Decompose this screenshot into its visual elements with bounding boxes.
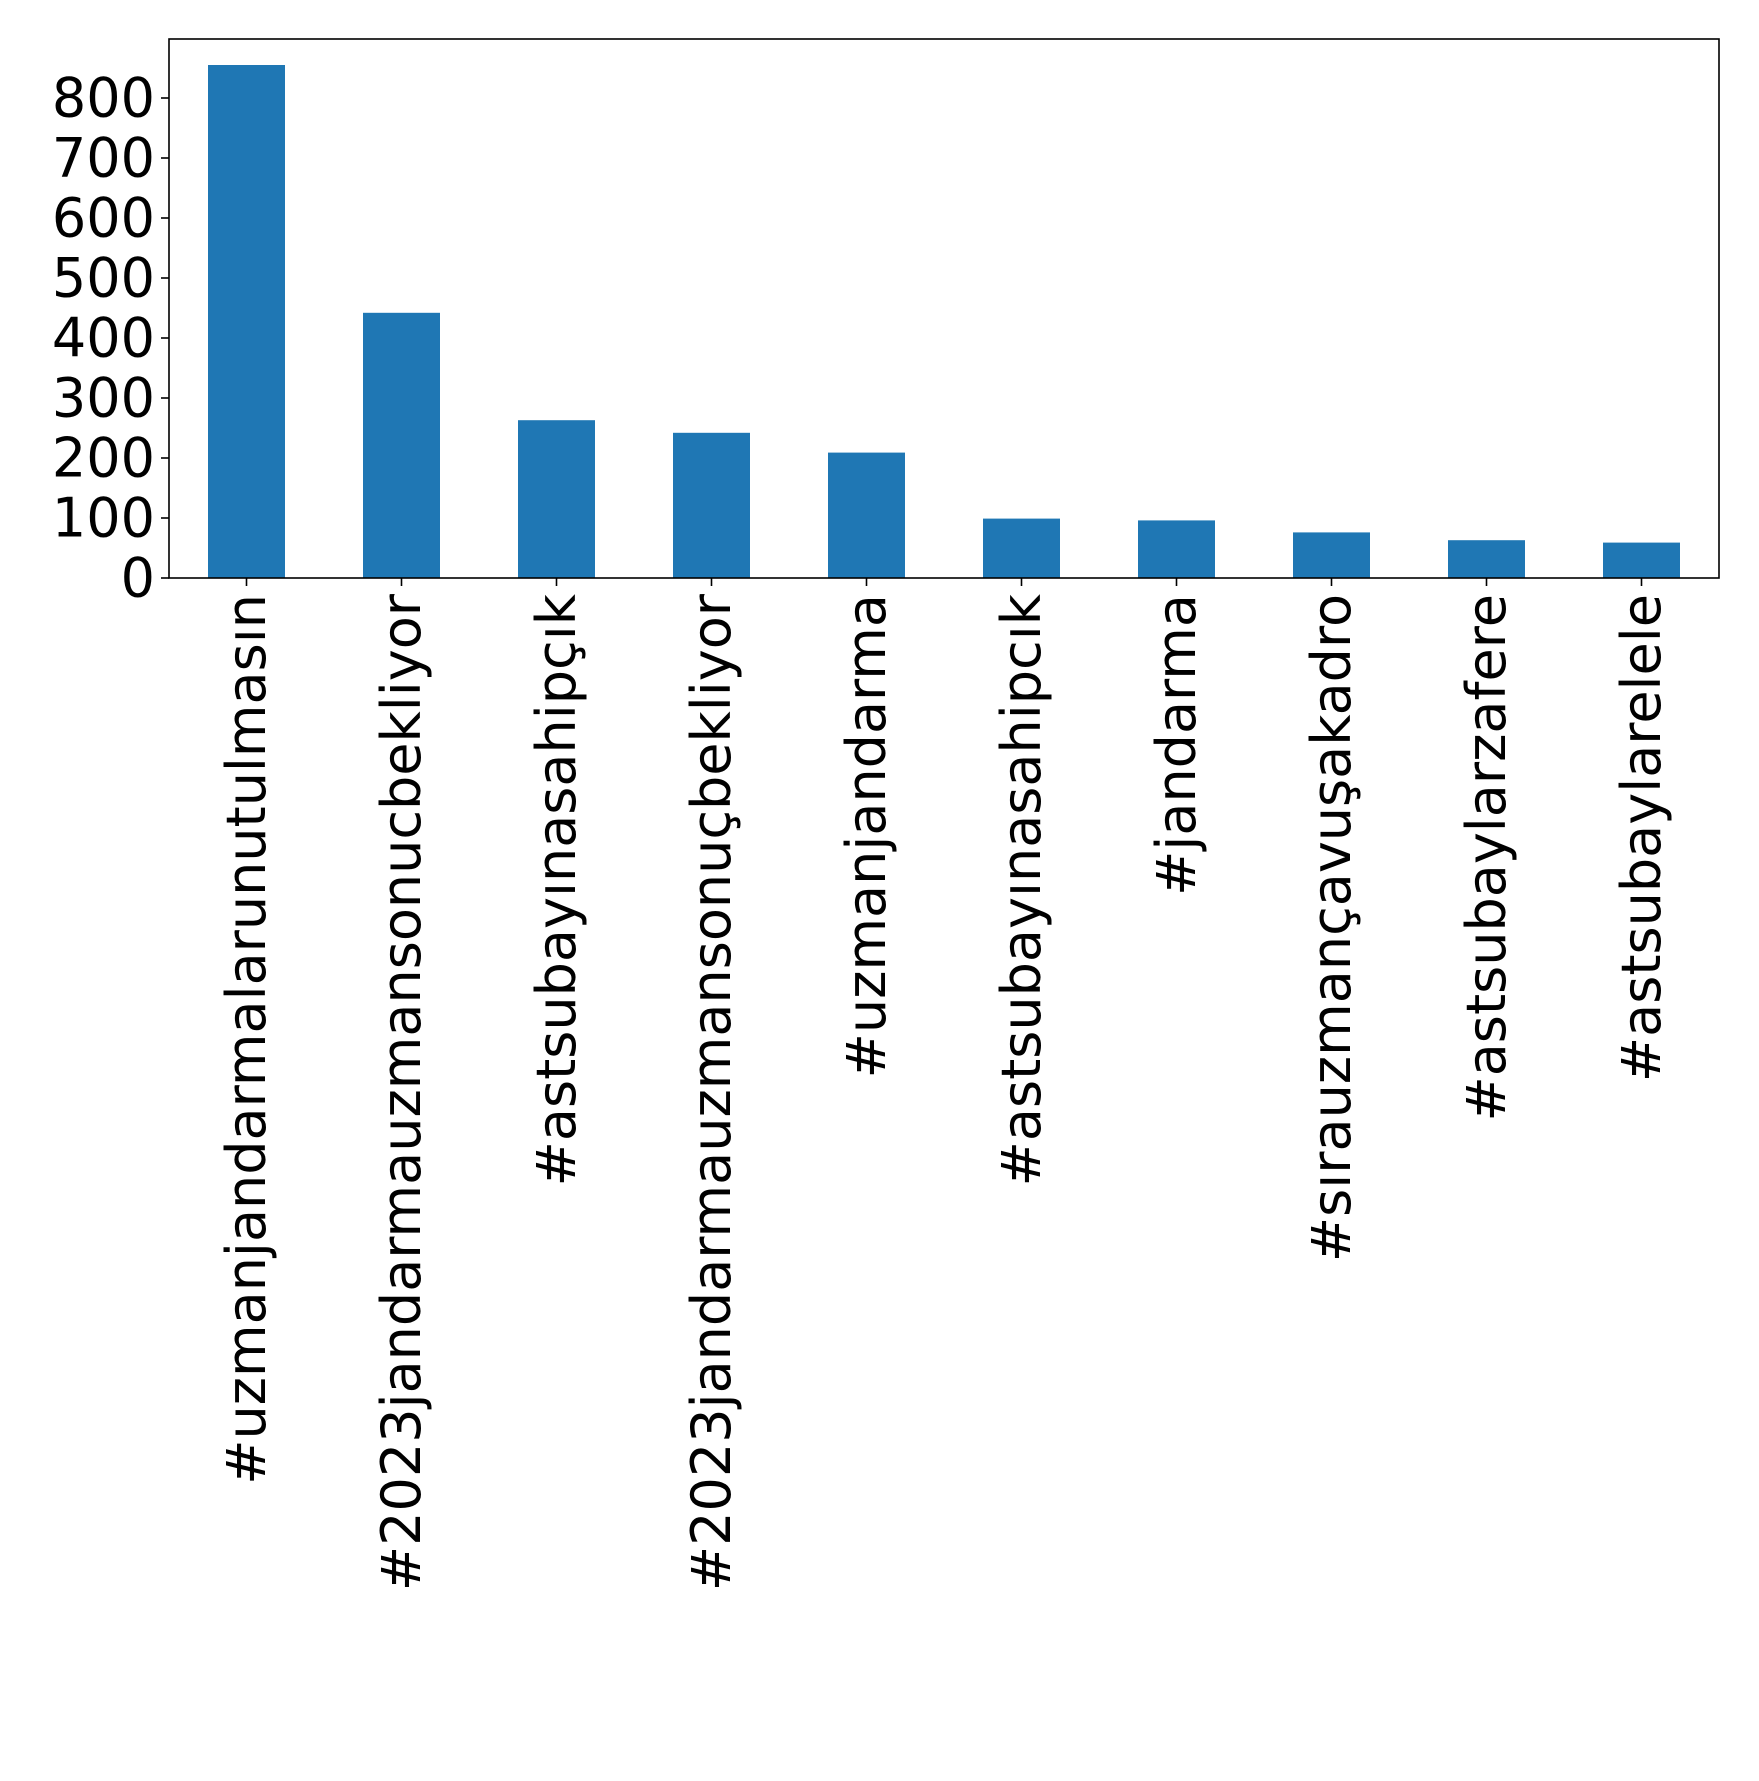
y-tick-label: 500 [52, 247, 155, 310]
x-tick-label: #astsubayınasahipçık [525, 593, 588, 1186]
y-tick-label: 300 [52, 367, 155, 430]
bar-4 [673, 432, 750, 578]
bar-10 [1603, 542, 1680, 578]
x-tick-label: #uzmanjandarma [835, 594, 898, 1078]
bars-group [208, 65, 1680, 578]
x-tick-label: #uzmanjandarmalarunutulmasın [215, 594, 278, 1485]
x-tick-label: #astsubaylarelele [1610, 594, 1673, 1082]
x-axis: #uzmanjandarmalarunutulmasın #2023jandarm… [215, 578, 1673, 1591]
y-tick-label: 400 [52, 307, 155, 370]
y-tick-label: 700 [52, 127, 155, 190]
x-tick-label: #2023jandarmauzmansonucbekliyor [370, 593, 433, 1591]
bar-6 [983, 518, 1060, 578]
bar-3 [518, 420, 595, 578]
y-tick-label: 100 [52, 487, 155, 550]
y-tick-label: 600 [52, 187, 155, 250]
x-tick-label: #jandarma [1145, 594, 1208, 896]
x-tick-label: #sırauzmançavuşakadro [1300, 594, 1363, 1262]
y-tick-label: 800 [52, 67, 155, 130]
bar-5 [828, 452, 905, 578]
x-tick-label: #astsubaylarzafere [1455, 594, 1518, 1122]
y-tick-label: 200 [52, 427, 155, 490]
plot-area-frame [168, 38, 1720, 579]
bar-8 [1293, 532, 1370, 578]
bar-2 [363, 312, 440, 578]
bar-1 [208, 65, 285, 578]
y-tick-label: 0 [121, 547, 155, 610]
x-tick-label: #astsubayınasahipcık [990, 593, 1053, 1186]
x-tick-label: #2023jandarmauzmansonuçbekliyor [680, 593, 743, 1591]
bar-9 [1448, 540, 1525, 578]
bar-7 [1138, 520, 1215, 578]
